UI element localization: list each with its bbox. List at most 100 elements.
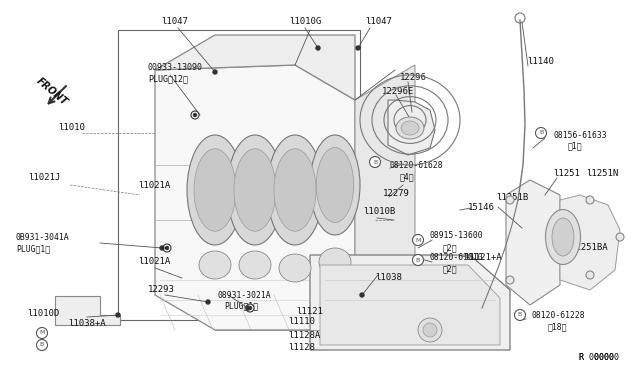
Text: 15146: 15146 bbox=[468, 203, 495, 212]
Circle shape bbox=[586, 196, 594, 204]
Circle shape bbox=[116, 313, 120, 317]
Circle shape bbox=[418, 318, 442, 342]
Bar bbox=[118, 30, 360, 320]
Text: 08120-61628: 08120-61628 bbox=[390, 160, 444, 170]
Text: （18）: （18） bbox=[548, 323, 568, 331]
Circle shape bbox=[506, 196, 514, 204]
Text: l1121+A: l1121+A bbox=[464, 253, 502, 263]
Ellipse shape bbox=[274, 149, 316, 231]
Circle shape bbox=[36, 340, 47, 350]
Ellipse shape bbox=[199, 251, 231, 279]
Ellipse shape bbox=[545, 209, 580, 264]
Ellipse shape bbox=[552, 218, 574, 256]
Ellipse shape bbox=[234, 149, 276, 231]
Polygon shape bbox=[388, 100, 435, 155]
Text: l1121: l1121 bbox=[296, 308, 323, 317]
Ellipse shape bbox=[401, 121, 419, 135]
Ellipse shape bbox=[396, 117, 424, 139]
Circle shape bbox=[515, 310, 525, 321]
Circle shape bbox=[360, 293, 364, 297]
Text: PLUG（12）: PLUG（12） bbox=[148, 74, 188, 83]
Text: l1038: l1038 bbox=[375, 273, 402, 282]
Text: 0B931-3041A: 0B931-3041A bbox=[16, 234, 70, 243]
Circle shape bbox=[163, 244, 171, 252]
Circle shape bbox=[191, 111, 199, 119]
Circle shape bbox=[616, 233, 624, 241]
Text: PLUG（1）: PLUG（1） bbox=[224, 301, 258, 311]
Polygon shape bbox=[155, 65, 355, 330]
Circle shape bbox=[246, 306, 250, 310]
Text: M: M bbox=[39, 330, 45, 336]
Ellipse shape bbox=[239, 251, 271, 279]
Text: 12296: 12296 bbox=[400, 73, 427, 81]
Text: PLUG（1）: PLUG（1） bbox=[16, 244, 50, 253]
Text: l1021A: l1021A bbox=[138, 180, 170, 189]
Circle shape bbox=[213, 70, 217, 74]
Ellipse shape bbox=[279, 254, 311, 282]
Text: 12279: 12279 bbox=[383, 189, 410, 198]
Polygon shape bbox=[155, 35, 355, 100]
Polygon shape bbox=[55, 296, 120, 325]
Text: l1021A: l1021A bbox=[138, 257, 170, 266]
Circle shape bbox=[506, 276, 514, 284]
Text: R  00000: R 00000 bbox=[579, 353, 619, 362]
Text: l1251BA: l1251BA bbox=[570, 243, 607, 251]
Ellipse shape bbox=[316, 148, 354, 222]
Text: M: M bbox=[415, 237, 420, 243]
Text: FRONT: FRONT bbox=[35, 76, 69, 108]
Text: （2）: （2） bbox=[443, 264, 458, 273]
Ellipse shape bbox=[227, 135, 283, 245]
Text: l1010: l1010 bbox=[58, 122, 85, 131]
Circle shape bbox=[413, 234, 424, 246]
Ellipse shape bbox=[310, 135, 360, 235]
Polygon shape bbox=[355, 65, 415, 330]
Polygon shape bbox=[320, 265, 500, 345]
Circle shape bbox=[166, 247, 168, 250]
Circle shape bbox=[369, 157, 381, 167]
Text: 00933-13090: 00933-13090 bbox=[148, 62, 203, 71]
Circle shape bbox=[246, 304, 254, 312]
Ellipse shape bbox=[194, 149, 236, 231]
Text: 08120-61228: 08120-61228 bbox=[531, 311, 584, 321]
Circle shape bbox=[316, 46, 320, 50]
Text: （1）: （1） bbox=[568, 141, 582, 151]
Text: l1251B: l1251B bbox=[496, 193, 528, 202]
Text: l1010B: l1010B bbox=[363, 208, 396, 217]
Text: l1251N: l1251N bbox=[586, 170, 618, 179]
Text: l1251: l1251 bbox=[553, 170, 580, 179]
Text: 08120-61010: 08120-61010 bbox=[430, 253, 484, 263]
Text: （2）: （2） bbox=[443, 244, 458, 253]
Circle shape bbox=[160, 246, 164, 250]
Circle shape bbox=[413, 254, 424, 266]
Text: l1128A: l1128A bbox=[288, 331, 320, 340]
Ellipse shape bbox=[319, 248, 351, 276]
Text: R 00000: R 00000 bbox=[579, 353, 614, 362]
Text: l1140: l1140 bbox=[527, 58, 554, 67]
Text: 08156-61633: 08156-61633 bbox=[553, 131, 607, 140]
Text: B: B bbox=[40, 343, 44, 347]
Circle shape bbox=[423, 323, 437, 337]
Text: B: B bbox=[518, 312, 522, 317]
Ellipse shape bbox=[187, 135, 243, 245]
Text: 08915-13600: 08915-13600 bbox=[430, 231, 484, 241]
Text: B: B bbox=[373, 160, 377, 164]
Text: l1128: l1128 bbox=[288, 343, 315, 352]
Circle shape bbox=[536, 128, 547, 138]
Text: 08931-3021A: 08931-3021A bbox=[218, 291, 271, 299]
Circle shape bbox=[586, 271, 594, 279]
Circle shape bbox=[356, 46, 360, 50]
Circle shape bbox=[36, 327, 47, 339]
Text: B: B bbox=[539, 131, 543, 135]
Text: l1047: l1047 bbox=[161, 17, 188, 26]
Polygon shape bbox=[310, 255, 510, 350]
Text: l1047: l1047 bbox=[365, 17, 392, 26]
Text: B: B bbox=[416, 257, 420, 263]
Circle shape bbox=[206, 300, 210, 304]
Polygon shape bbox=[506, 180, 560, 305]
Text: l1038+A: l1038+A bbox=[68, 318, 106, 327]
Circle shape bbox=[248, 307, 252, 310]
Text: （4）: （4） bbox=[400, 173, 415, 182]
Ellipse shape bbox=[267, 135, 323, 245]
Text: 12293: 12293 bbox=[148, 285, 175, 295]
Text: l1010D: l1010D bbox=[27, 308, 60, 317]
